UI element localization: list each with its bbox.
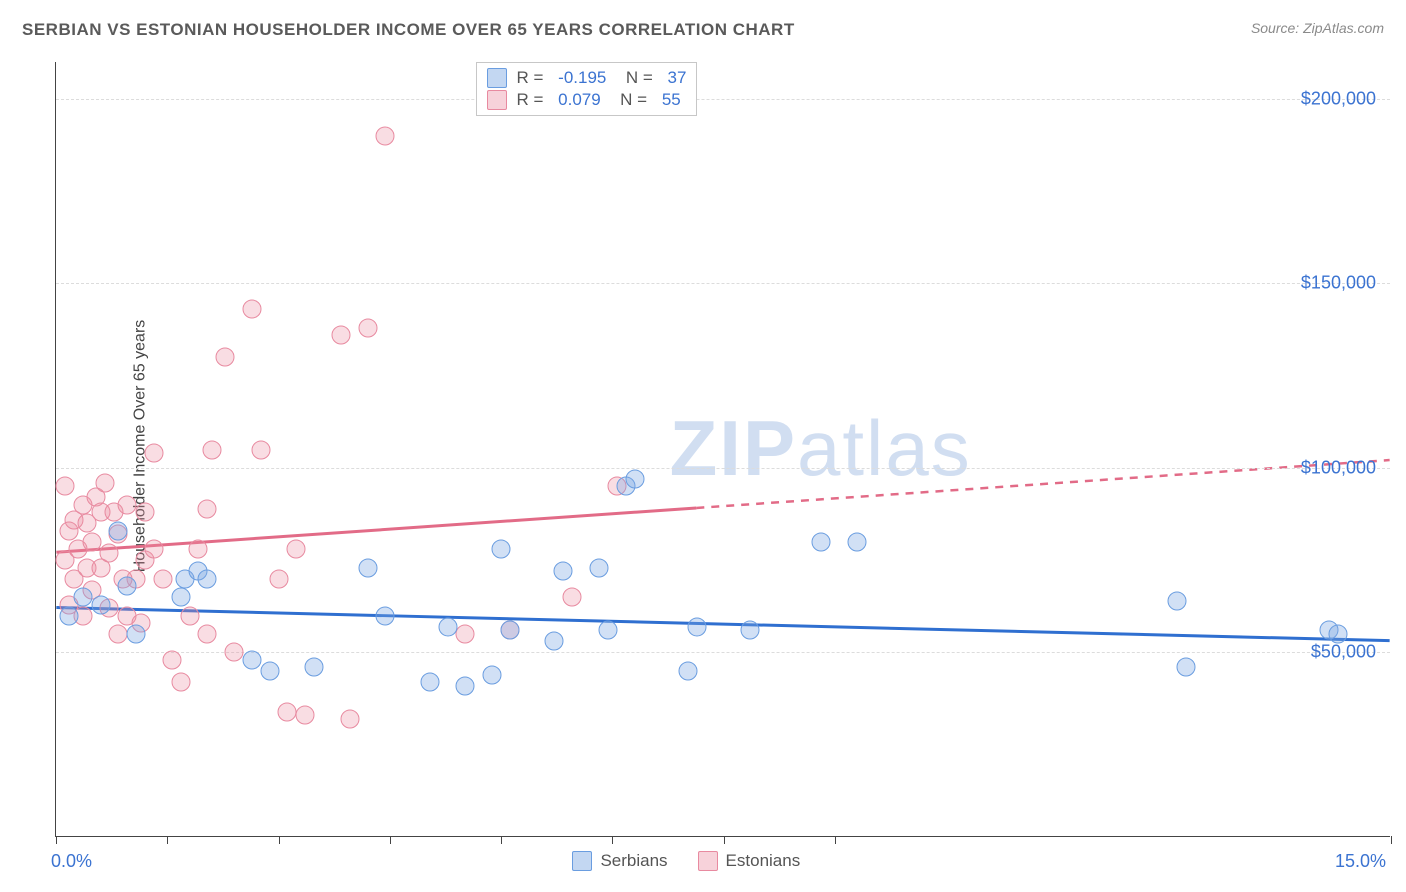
data-point [563,588,582,607]
data-point [171,588,190,607]
legend-item-serbians: Serbians [572,851,667,871]
data-point [225,643,244,662]
data-point [741,621,760,640]
data-point [420,673,439,692]
swatch-icon [487,68,507,88]
data-point [118,577,137,596]
data-point [171,673,190,692]
x-tick [279,836,280,844]
data-point [109,521,128,540]
data-point [82,532,101,551]
data-point [438,617,457,636]
data-point [95,473,114,492]
data-point [483,665,502,684]
data-point [376,606,395,625]
x-tick [390,836,391,844]
x-tick [167,836,168,844]
data-point [296,706,315,725]
data-point [136,503,155,522]
data-point [545,632,564,651]
data-point [492,540,511,559]
data-point [189,540,208,559]
data-point [91,595,110,614]
x-tick [724,836,725,844]
data-point [358,558,377,577]
legend-row-estonians: R = 0.079 N = 55 [487,89,687,111]
data-point [144,540,163,559]
data-point [269,569,288,588]
swatch-icon [572,851,592,871]
legend-row-serbians: R = -0.195 N = 37 [487,67,687,89]
gridline [56,99,1390,100]
data-point [73,588,92,607]
data-point [456,676,475,695]
data-point [198,569,217,588]
plot-area: ZIPatlas $50,000$100,000$150,000$200,000 [55,62,1390,837]
data-point [60,606,79,625]
data-point [598,621,617,640]
data-point [55,477,74,496]
y-tick-label: $200,000 [1301,88,1376,109]
x-axis-min-label: 0.0% [51,851,92,872]
data-point [812,532,831,551]
correlation-legend: R = -0.195 N = 37 R = 0.079 N = 55 [476,62,698,116]
data-point [100,543,119,562]
data-point [251,440,270,459]
data-point [278,702,297,721]
data-point [500,621,519,640]
data-point [340,709,359,728]
y-tick-label: $50,000 [1311,642,1376,663]
data-point [589,558,608,577]
x-tick [1391,836,1392,844]
data-point [1168,591,1187,610]
trend-line [56,607,1389,640]
data-point [1328,625,1347,644]
data-point [202,440,221,459]
chart-title: SERBIAN VS ESTONIAN HOUSEHOLDER INCOME O… [22,20,795,40]
data-point [242,650,261,669]
swatch-icon [487,90,507,110]
data-point [216,348,235,367]
source-citation: Source: ZipAtlas.com [1251,20,1384,36]
x-tick [835,836,836,844]
data-point [127,625,146,644]
data-point [625,470,644,489]
data-point [287,540,306,559]
data-point [376,126,395,145]
data-point [305,658,324,677]
data-point [1177,658,1196,677]
data-point [456,625,475,644]
y-tick-label: $100,000 [1301,457,1376,478]
data-point [162,650,181,669]
legend-item-estonians: Estonians [698,851,801,871]
data-point [242,300,261,319]
data-point [678,661,697,680]
data-point [180,606,199,625]
gridline [56,283,1390,284]
data-point [153,569,172,588]
data-point [118,495,137,514]
data-point [260,661,279,680]
data-point [198,625,217,644]
x-axis-max-label: 15.0% [1335,851,1386,872]
data-point [554,562,573,581]
swatch-icon [698,851,718,871]
data-point [848,532,867,551]
y-tick-label: $150,000 [1301,273,1376,294]
series-legend: Serbians Estonians [572,851,800,871]
x-tick [501,836,502,844]
data-point [358,318,377,337]
x-tick [56,836,57,844]
data-point [198,499,217,518]
x-tick [612,836,613,844]
data-point [687,617,706,636]
data-point [331,326,350,345]
data-point [144,444,163,463]
gridline [56,468,1390,469]
data-point [109,625,128,644]
